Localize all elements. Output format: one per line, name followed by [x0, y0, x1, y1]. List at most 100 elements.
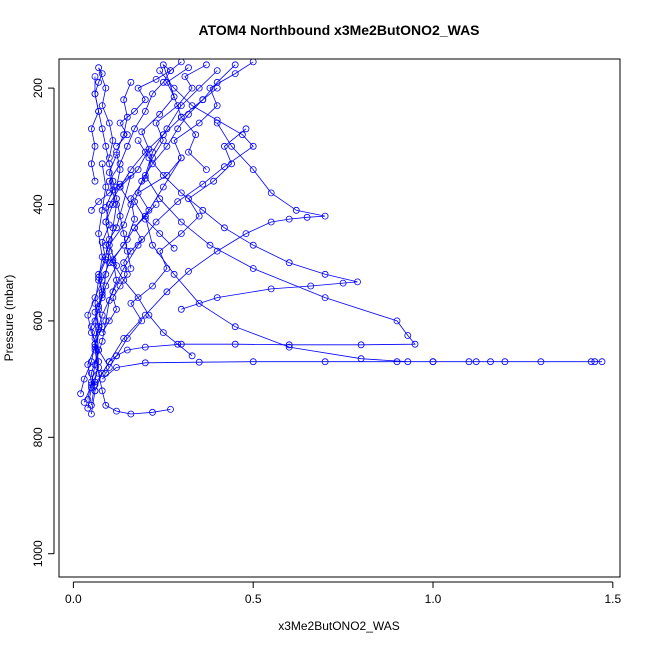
x-tick-label: 0.5 [245, 592, 262, 606]
series-line [94, 122, 326, 386]
data-point [113, 224, 120, 232]
data-point [88, 160, 95, 168]
data-point [303, 213, 311, 221]
data-point [321, 294, 329, 302]
data-point [134, 166, 142, 174]
data-point [177, 59, 185, 66]
y-axis: 200 400 600 800 1000 [31, 78, 55, 567]
data-point [220, 142, 228, 150]
data-point [163, 265, 171, 272]
data-point [127, 299, 135, 307]
data-point [231, 323, 239, 331]
data-point [105, 317, 113, 325]
data-point [249, 142, 257, 150]
data-point [149, 241, 156, 249]
x-tick-label: 1.0 [425, 592, 442, 606]
data-point [134, 137, 142, 144]
data-point [116, 183, 124, 191]
chart-title: ATOM4 Northbound x3Me2ButONO2_WAS [198, 22, 479, 38]
data-point [98, 387, 106, 395]
data-point [109, 294, 117, 302]
data-point [95, 198, 102, 206]
data-point [88, 410, 95, 418]
data-point [88, 323, 95, 331]
data-point [185, 148, 192, 156]
data-point [105, 160, 113, 168]
data-point [91, 177, 99, 185]
data-point [98, 329, 106, 337]
data-point [159, 78, 167, 86]
data-point [95, 64, 102, 72]
data-point [113, 195, 120, 203]
data-point [213, 294, 221, 302]
data-point [185, 267, 192, 275]
data-point [249, 265, 257, 272]
data-point [120, 334, 128, 342]
data-point [159, 131, 167, 139]
x-tick-label: 1.5 [604, 592, 621, 606]
data-point [123, 142, 131, 150]
data-point [98, 102, 106, 109]
data-point [109, 259, 117, 267]
data-point [102, 256, 110, 264]
x-tick-label: 0.0 [65, 592, 82, 606]
data-point [113, 352, 120, 360]
data-point [120, 131, 128, 139]
data-point [116, 119, 124, 127]
data-point [84, 361, 92, 369]
series-line [116, 63, 207, 170]
series-line [134, 87, 218, 249]
y-tick-label: 200 [31, 78, 45, 98]
data-point [307, 282, 315, 290]
data-point [249, 358, 257, 366]
data-point [134, 294, 142, 302]
data-point [105, 189, 113, 197]
data-point [213, 247, 221, 255]
data-point [220, 163, 228, 171]
data-point [102, 282, 110, 290]
data-point [249, 59, 257, 66]
data-point [228, 142, 236, 150]
data-point [159, 329, 167, 337]
data-point [357, 355, 365, 363]
data-point [159, 61, 167, 69]
data-point [159, 171, 167, 179]
data-point [174, 198, 182, 206]
series-profile [91, 119, 329, 389]
data-point [105, 235, 113, 243]
data-point [195, 299, 203, 307]
data-point [177, 102, 185, 109]
series-profile [88, 171, 196, 360]
data-point [113, 142, 120, 150]
data-point [149, 148, 156, 156]
data-point [231, 340, 239, 348]
data-point [102, 84, 110, 92]
data-point [429, 358, 437, 366]
data-point [285, 341, 293, 349]
data-point [105, 358, 113, 366]
data-point [202, 166, 210, 174]
plot-area [77, 59, 606, 418]
data-point [98, 70, 106, 77]
data-point [185, 64, 192, 72]
data-point [192, 131, 200, 139]
data-point [141, 108, 149, 115]
data-point [123, 346, 131, 354]
data-point [213, 119, 221, 127]
data-point [591, 358, 599, 366]
data-point [116, 282, 124, 290]
data-point [120, 96, 128, 104]
y-axis-label: Pressure (mbar) [2, 275, 16, 362]
data-point [537, 358, 545, 366]
series-line [101, 204, 157, 333]
data-point [91, 378, 99, 386]
data-point [177, 230, 185, 238]
data-point [80, 375, 88, 383]
data-point [242, 230, 250, 238]
data-point [231, 61, 239, 69]
series-layer [77, 59, 606, 418]
data-point [98, 337, 106, 345]
data-point [102, 218, 110, 226]
data-point [98, 311, 106, 319]
